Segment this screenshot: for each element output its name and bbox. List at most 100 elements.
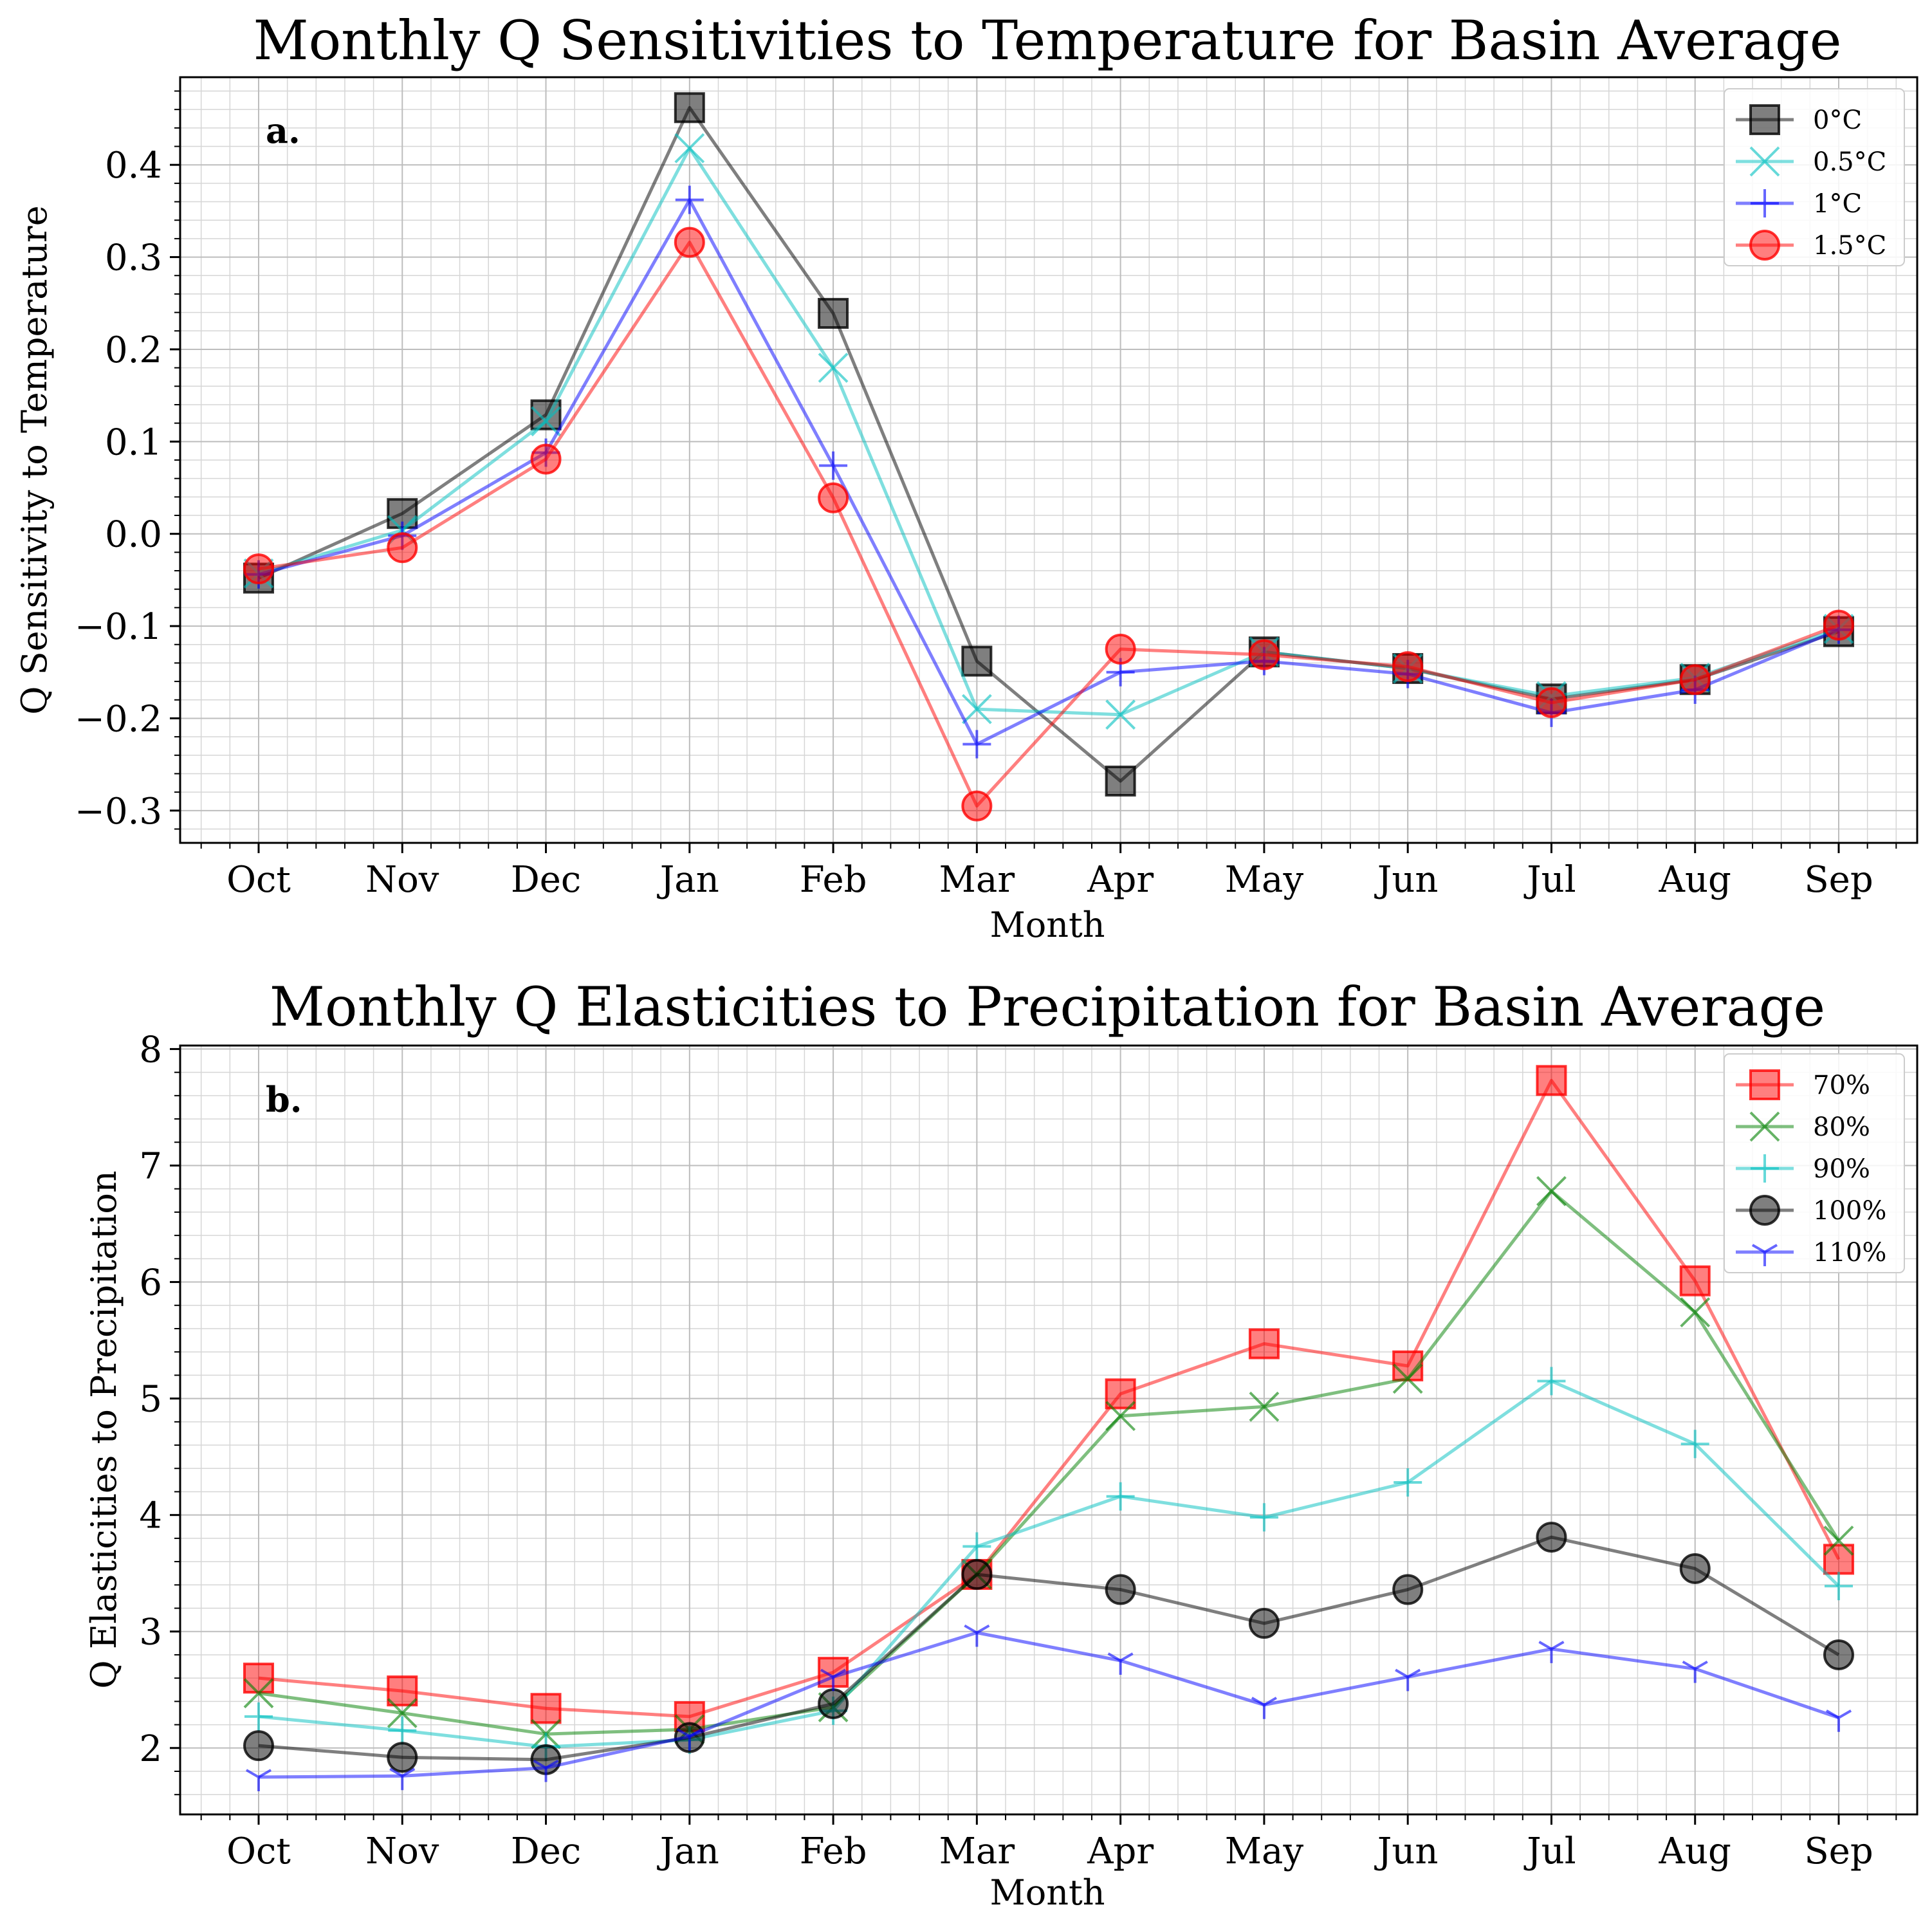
panel-b-series-4-point bbox=[964, 1624, 990, 1647]
panel-b-series-2-point bbox=[1394, 1468, 1422, 1497]
panel-b-legend-label: 90% bbox=[1813, 1154, 1870, 1184]
panel-a-legend-swatch-marker bbox=[1751, 189, 1779, 217]
panel-b-xlabel: Month bbox=[989, 1872, 1105, 1913]
panel-b-series-3-point bbox=[1105, 1574, 1136, 1605]
panel-a-y-tick-label: 0.1 bbox=[105, 421, 162, 463]
panel-a-label: a. bbox=[266, 110, 300, 151]
panel-a-series-3-point bbox=[1823, 609, 1854, 641]
panel-a-series-1-point bbox=[531, 406, 561, 437]
panel-a-series-1 bbox=[243, 133, 1854, 730]
panel-b-x-tick-label: Nov bbox=[365, 1830, 439, 1872]
panel-a-series-3 bbox=[243, 226, 1854, 822]
panel-b-series-1-point bbox=[1249, 1391, 1280, 1422]
panel-b-series-3-point bbox=[961, 1559, 993, 1591]
panel-b-frame bbox=[179, 1044, 1918, 1816]
panel-a-x-tick-label: Feb bbox=[800, 859, 867, 901]
panel-a-ylabel: Q Sensitivity to Temperature bbox=[14, 205, 55, 714]
panel-b-grid bbox=[180, 1046, 1917, 1814]
panel-b-x-tick-label: Dec bbox=[511, 1830, 581, 1872]
panel-b-series-4-line bbox=[258, 1631, 1839, 1779]
panel-b-series-0-point bbox=[1105, 1378, 1136, 1410]
panel-a-x-tick-label: Apr bbox=[1087, 859, 1154, 901]
panel-b-y-tick-label: 7 bbox=[139, 1145, 162, 1187]
panel-a-series-3-point bbox=[1536, 687, 1567, 719]
panel-a-series-2-point bbox=[675, 185, 704, 214]
panel-a-legend-item: 1°C bbox=[1736, 189, 1862, 219]
panel-a-x-tick-label: Oct bbox=[226, 859, 291, 901]
panel-b-y-tick-label: 6 bbox=[139, 1262, 162, 1304]
panel-b-series-4-point bbox=[1251, 1697, 1277, 1719]
panel-a-series-3-point bbox=[1392, 651, 1424, 683]
panel-a-series-3-point bbox=[818, 482, 849, 513]
panel-b-series-3-point bbox=[1679, 1553, 1711, 1584]
panel-b-series-3-line bbox=[258, 1535, 1840, 1762]
panel-b-legend-item: 100% bbox=[1736, 1195, 1886, 1226]
panel-b-legend-swatch-marker bbox=[1749, 1111, 1780, 1142]
panel-b-legend-swatch-marker bbox=[1751, 1154, 1779, 1183]
panel-a-x-tick-label: Aug bbox=[1659, 859, 1731, 901]
panel-b-series-1-point bbox=[1680, 1297, 1711, 1328]
panel-b-legend-label: 70% bbox=[1813, 1071, 1870, 1100]
panel-a-xlabel: Month bbox=[989, 905, 1105, 945]
panel-a-legend-swatch-marker bbox=[1749, 230, 1780, 261]
panel-b-x-tick-label: Apr bbox=[1087, 1830, 1154, 1872]
panel-a-x-tick-label: May bbox=[1225, 859, 1304, 901]
panel-a-x-tick-label: Mar bbox=[939, 859, 1015, 901]
panel-b-series-1 bbox=[243, 1176, 1854, 1749]
panel-b-series-4-point bbox=[1107, 1652, 1134, 1675]
panel-b-legend-swatch-marker bbox=[1749, 1069, 1780, 1100]
panel-b-series-1-point bbox=[1823, 1526, 1854, 1556]
panel-a-legend-label: 0.5°C bbox=[1813, 147, 1886, 177]
panel-a-series-0-point bbox=[1105, 765, 1136, 797]
panel-a-series-0-point bbox=[961, 645, 993, 677]
panel-b-legend-label: 80% bbox=[1813, 1112, 1870, 1142]
panel-b-series-4-point bbox=[1682, 1660, 1708, 1683]
panel-b-series-3-point bbox=[1536, 1522, 1567, 1553]
panel-b-series-4-point bbox=[676, 1728, 703, 1751]
panel-a-legend-label: 0°C bbox=[1813, 106, 1862, 135]
panel-a-series-3-point bbox=[1679, 664, 1711, 696]
panel-b-series-2-point bbox=[388, 1716, 417, 1745]
panel-a-series-1-line bbox=[258, 146, 1839, 717]
panel-a-x-tick-label: Sep bbox=[1804, 859, 1873, 901]
panel-b-x-tick-label: Jun bbox=[1374, 1830, 1439, 1872]
panel-a-series-3-point bbox=[1248, 639, 1280, 670]
panel-b-legend-item: 70% bbox=[1736, 1069, 1870, 1100]
panel-b-legend-label: 110% bbox=[1813, 1238, 1886, 1268]
panel-a-series-0-point bbox=[674, 92, 705, 124]
panel-b-series bbox=[243, 1065, 1854, 1792]
panel-b-y-tick-label: 5 bbox=[139, 1379, 162, 1421]
panel-a-y-tick-label: 0.4 bbox=[105, 145, 162, 187]
panel-a: Monthly Q Sensitivities to Temperature f… bbox=[14, 9, 1918, 945]
panel-b-series-1-point bbox=[387, 1698, 418, 1728]
panel-b-series-2-line bbox=[258, 1379, 1840, 1749]
panel-b-series-3-point bbox=[243, 1730, 274, 1762]
panel-b-legend-swatch-marker bbox=[1751, 1244, 1778, 1266]
panel-a-legend-item: 1.5°C bbox=[1736, 230, 1886, 261]
panel-b-series-2-point bbox=[1537, 1367, 1566, 1396]
panel-b-series-2-point bbox=[1249, 1503, 1278, 1532]
panel-b-series-1-line bbox=[258, 1189, 1841, 1736]
panel-b-x-tick-label: Oct bbox=[226, 1830, 291, 1872]
panel-b-series-4-point bbox=[820, 1668, 847, 1692]
panel-b-x-tick-label: Mar bbox=[939, 1830, 1015, 1872]
panel-a-series-2-line bbox=[258, 198, 1839, 746]
panel-b-series-3 bbox=[243, 1522, 1854, 1775]
panel-a-title: Monthly Q Sensitivities to Temperature f… bbox=[253, 9, 1842, 72]
panel-b-series-3-point bbox=[1392, 1574, 1424, 1605]
panel-b-series-4-point bbox=[245, 1769, 272, 1792]
panel-b-series-0-point bbox=[1679, 1265, 1711, 1296]
panel-b-y-tick-label: 3 bbox=[139, 1612, 162, 1654]
panel-b-series-3-point bbox=[1823, 1639, 1854, 1670]
panel-a-series-1-point bbox=[674, 133, 705, 163]
panel-a-y-tick-label: −0.3 bbox=[75, 791, 162, 833]
panel-b-series-4 bbox=[245, 1624, 1852, 1792]
panel-b-series-3-point bbox=[387, 1742, 418, 1773]
panel-b-y-tick-label: 2 bbox=[139, 1728, 162, 1770]
panel-b-ticks: Oct Nov Dec Jan Feb Mar Apr May Jun Jul Aug Sep 2 3 4 5… bbox=[139, 1029, 1897, 1872]
panel-b-series-2-point bbox=[244, 1702, 273, 1731]
panel-a-series-3-point bbox=[674, 226, 705, 258]
panel-a-y-tick-label: −0.1 bbox=[75, 606, 162, 648]
panel-a-series-3-point bbox=[1105, 633, 1136, 665]
panel-b-x-tick-label: May bbox=[1225, 1830, 1304, 1872]
